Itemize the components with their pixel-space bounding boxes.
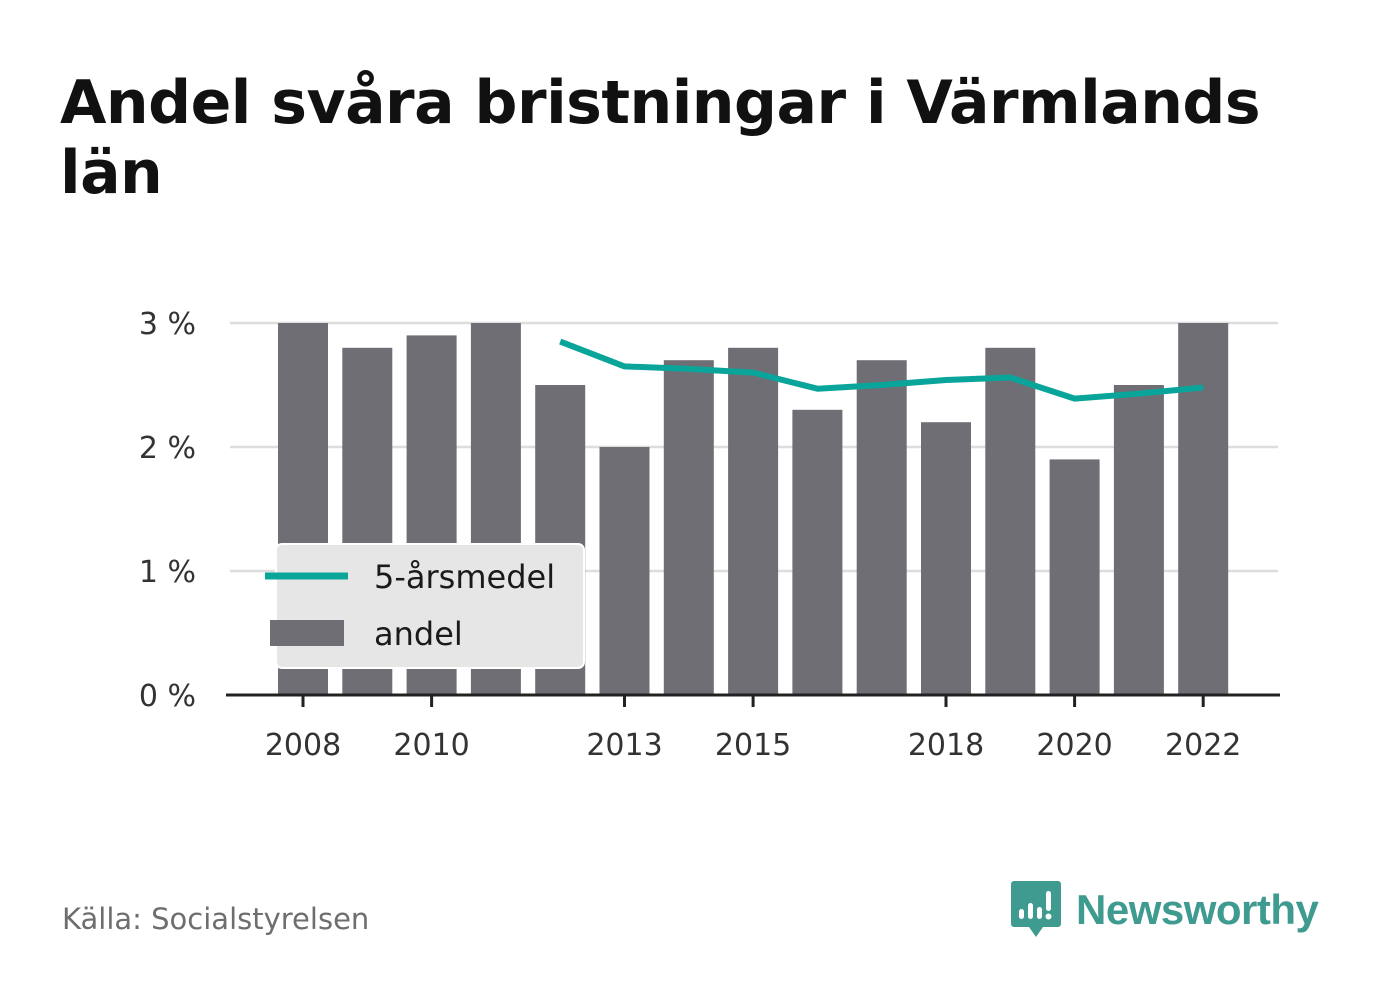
- legend-bar-swatch: [270, 620, 344, 646]
- newsworthy-logo-icon: [1011, 881, 1061, 937]
- x-tick-label: 2020: [1036, 728, 1112, 763]
- x-tick-label: 2018: [908, 728, 984, 763]
- brand-name: Newsworthy: [1076, 886, 1319, 933]
- x-tick-label: 2013: [586, 728, 662, 763]
- bar: [1178, 323, 1229, 695]
- bar: [599, 447, 650, 695]
- y-tick-label: 2 %: [139, 431, 196, 466]
- legend: 5-årsmedel andel: [265, 543, 585, 669]
- x-tick-label: 2015: [715, 728, 791, 763]
- axes: 0 % 1 % 2 % 3 % 2008 2010 2013 2015 2018 2020 2022: [139, 307, 1280, 763]
- line-5-arsmedel: [559, 338, 1204, 402]
- legend-label-line: 5-årsmedel: [374, 558, 555, 596]
- bar: [792, 409, 843, 695]
- brand-logo: Newsworthy: [1010, 878, 1319, 942]
- bar: [663, 360, 714, 695]
- legend-box: [275, 543, 585, 669]
- bar: [856, 360, 907, 695]
- x-tick-label: 2008: [265, 728, 341, 763]
- y-tick-label: 1 %: [139, 555, 196, 590]
- x-tick-label: 2022: [1165, 728, 1241, 763]
- y-tick-label: 3 %: [139, 307, 196, 342]
- chart-title: Andel svåra bristningar i Värmlands län: [60, 68, 1261, 208]
- line-series: [559, 338, 1204, 402]
- y-tick-label: 0 %: [139, 679, 196, 714]
- legend-label-bar: andel: [374, 615, 463, 653]
- source-note: Källa: Socialstyrelsen: [62, 902, 370, 936]
- bar: [985, 347, 1036, 695]
- bar: [921, 422, 971, 695]
- bar: [1113, 385, 1164, 695]
- bar: [728, 347, 779, 695]
- bar: [1049, 459, 1100, 695]
- x-tick-label: 2010: [393, 728, 469, 763]
